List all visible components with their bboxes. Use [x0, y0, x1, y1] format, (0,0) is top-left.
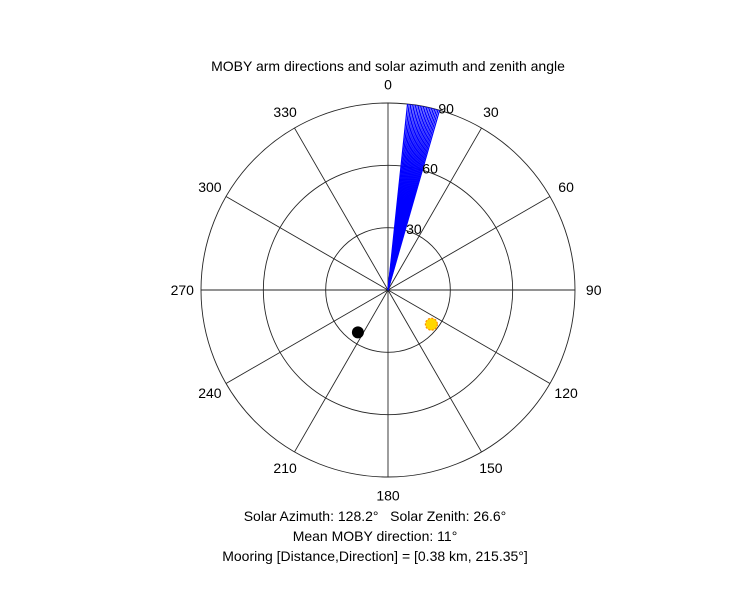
theta-tick-label-270: 270 — [171, 282, 195, 298]
spoke-60 — [387, 196, 551, 291]
ring-90 — [200, 102, 576, 478]
sun-marker — [424, 317, 438, 331]
spoke-120 — [387, 289, 551, 384]
spoke-210 — [294, 289, 389, 453]
theta-tick-label-0: 0 — [384, 76, 392, 92]
theta-tick-label-60: 60 — [558, 179, 574, 195]
theta-tick-label-210: 210 — [273, 460, 297, 476]
theta-tick-label-180: 180 — [376, 488, 400, 504]
mooring-marker — [351, 326, 364, 339]
arm-line-20 — [387, 110, 441, 291]
spoke-240 — [225, 289, 389, 384]
mooring-caption: Mooring [Distance,Direction] = [0.38 km,… — [222, 548, 528, 564]
theta-tick-label-120: 120 — [554, 385, 578, 401]
chart-title: MOBY arm directions and solar azimuth an… — [211, 58, 565, 74]
theta-tick-label-30: 30 — [483, 104, 499, 120]
theta-tick-label-90: 90 — [586, 282, 602, 298]
theta-tick-label-240: 240 — [198, 385, 222, 401]
solar-angles-caption: Solar Azimuth: 128.2° Solar Zenith: 26.6… — [243, 508, 507, 524]
theta-tick-label-300: 300 — [198, 179, 222, 195]
ring-30 — [325, 227, 451, 353]
spoke-330 — [294, 127, 389, 291]
spoke-30 — [387, 127, 482, 291]
theta-tick-label-330: 330 — [273, 104, 297, 120]
moby-arm-lines — [387, 103, 441, 291]
ring-60 — [262, 164, 514, 416]
r-tick-label-30: 30 — [406, 221, 422, 237]
spoke-300 — [225, 196, 389, 291]
mean-direction-caption: Mean MOBY direction: 11° — [292, 528, 458, 544]
radial-tick-labels: 30 60 90 — [406, 100, 454, 236]
theta-tick-label-150: 150 — [479, 460, 503, 476]
markers — [351, 317, 438, 339]
r-tick-label-90: 90 — [438, 100, 454, 116]
r-tick-label-60: 60 — [422, 161, 438, 177]
polar-grid — [200, 102, 576, 478]
angular-tick-labels: 0 30 60 90 120 150 180 210 240 270 300 330 — [171, 76, 602, 503]
spoke-150 — [387, 289, 482, 453]
